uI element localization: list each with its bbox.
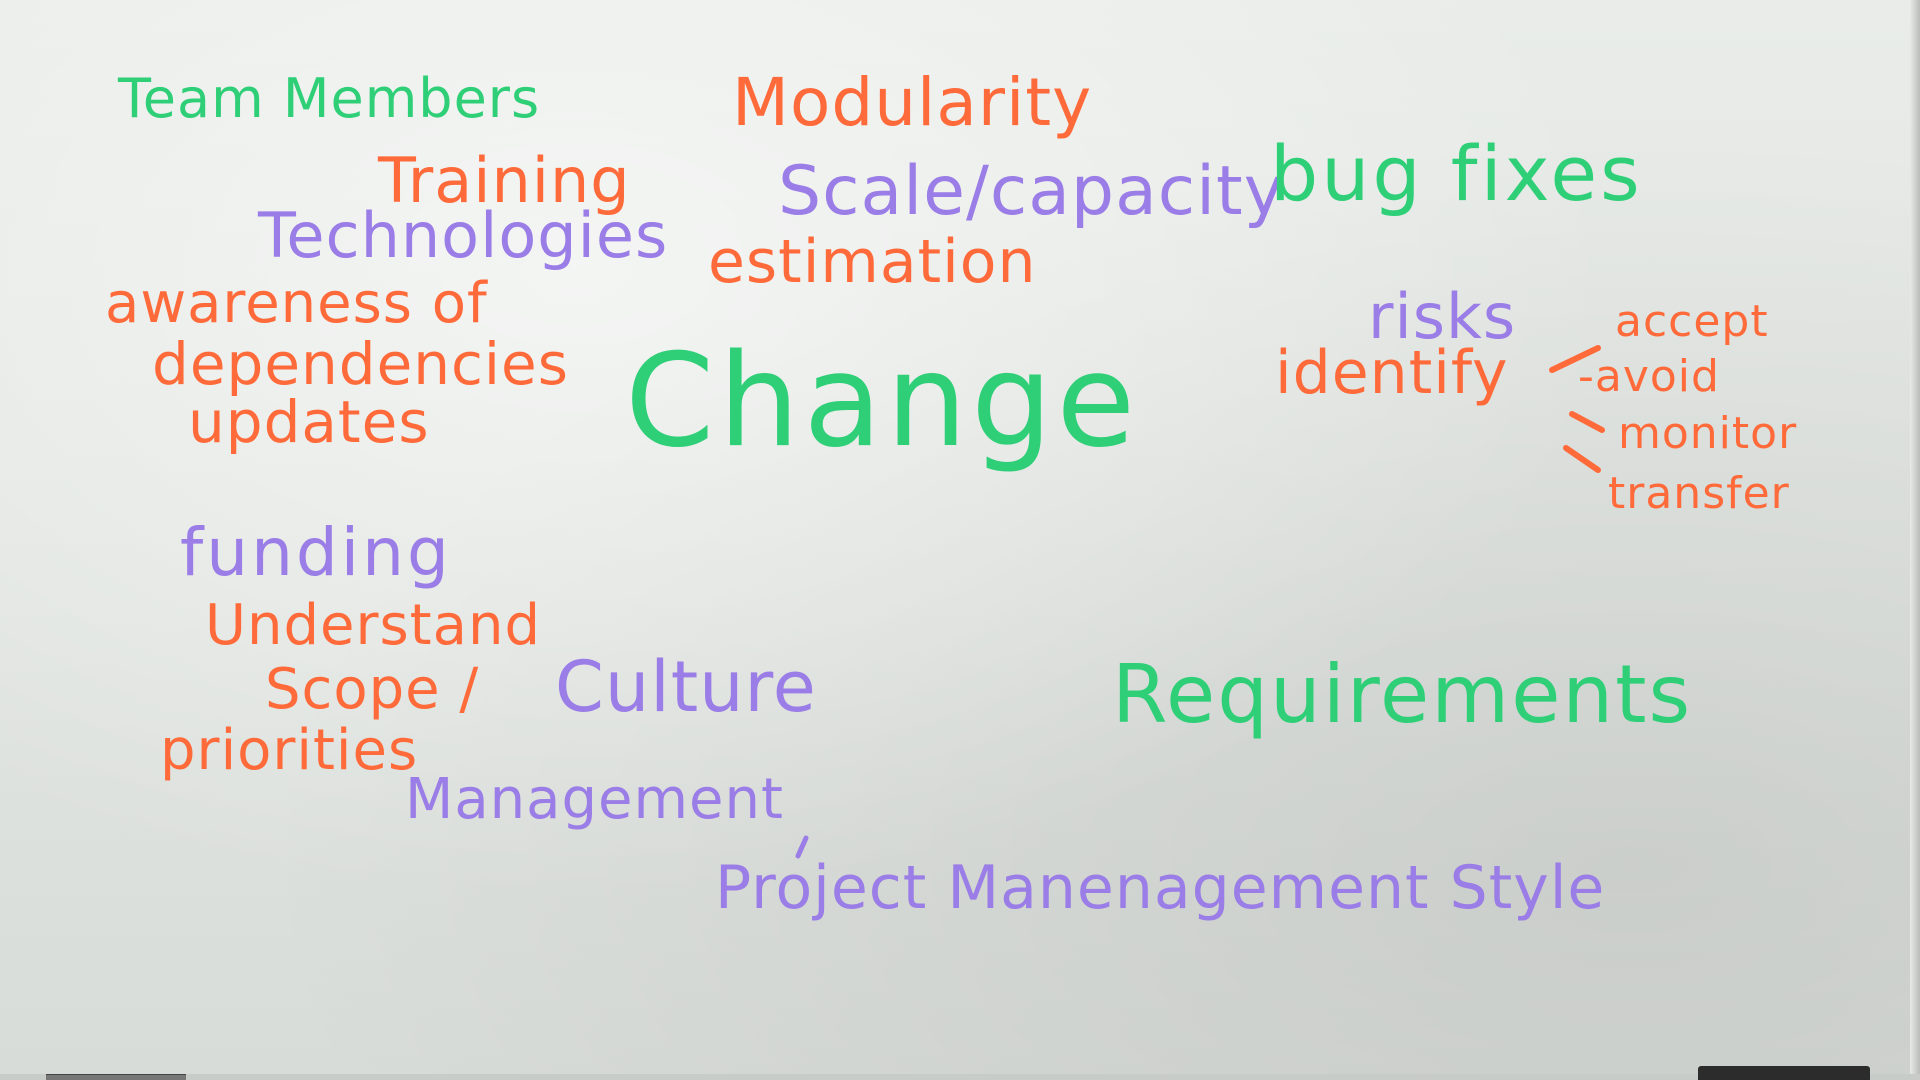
note-scale-capacity: Scale/capacity — [778, 152, 1285, 231]
note-understand: Understand — [205, 593, 541, 658]
risk-bracket-accept — [1549, 345, 1601, 373]
board-frame-edge — [1910, 0, 1920, 1080]
note-bug-fixes: bug fixes — [1270, 129, 1643, 218]
note-change: Change — [625, 327, 1140, 476]
note-identify: identify — [1275, 338, 1509, 408]
note-culture: Culture — [555, 646, 817, 728]
project-accent-mark — [795, 835, 809, 859]
note-awareness-of: awareness of — [105, 271, 488, 336]
note-dependencies: dependencies — [152, 330, 569, 398]
note-monitor: monitor — [1618, 408, 1798, 459]
note-accept: accept — [1615, 296, 1769, 347]
note-requirements: Requirements — [1112, 648, 1693, 741]
eraser — [1698, 1066, 1870, 1080]
note-avoid: -avoid — [1578, 351, 1720, 402]
note-modularity: Modularity — [732, 64, 1093, 141]
note-updates: updates — [188, 388, 430, 456]
note-management: Management — [405, 767, 784, 832]
note-project-management-style: Project Manenagement Style — [715, 853, 1606, 923]
note-technologies: Technologies — [258, 199, 669, 272]
marker-tray — [0, 1074, 1920, 1080]
note-risks: risks — [1368, 280, 1517, 353]
note-training: Training — [378, 144, 631, 217]
note-estimation: estimation — [708, 227, 1037, 297]
tray-item-left — [46, 1074, 186, 1080]
risk-bracket-monitor — [1569, 411, 1605, 433]
note-team-members: Team Members — [118, 67, 541, 130]
note-priorities: priorities — [160, 718, 419, 783]
risk-bracket-transfer — [1563, 445, 1601, 473]
note-funding: funding — [180, 514, 452, 591]
note-scope: Scope / — [265, 657, 480, 722]
note-transfer: transfer — [1608, 468, 1790, 519]
